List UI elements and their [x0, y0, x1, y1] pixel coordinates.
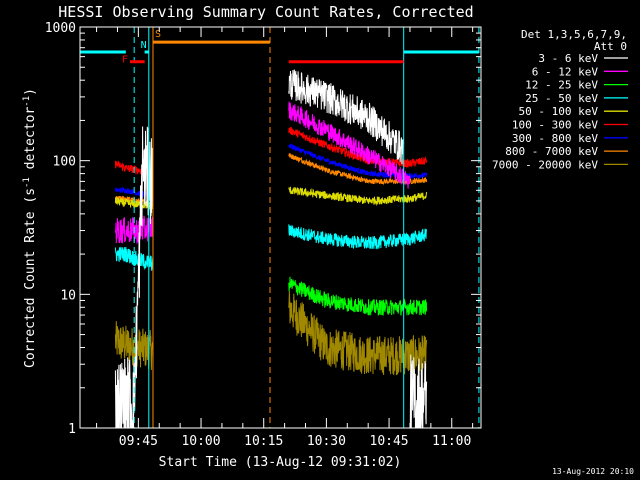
axes: 1 10 100 1000 09:45 10:00 10:15 10:30 10:45 11:00 — [45, 21, 481, 449]
x-axis-label: Start Time (13-Aug-12 09:31:02) — [159, 455, 402, 470]
y-axis-label-part1: Corrected Count Rate (s — [23, 188, 38, 368]
attenuator-label-f: F — [122, 55, 128, 66]
y-tick-label-0: 1 — [68, 422, 76, 437]
series-line-25-50kev-seg0 — [114, 246, 154, 271]
y-axis-label: Corrected Count Rate (s-1 detector-1) — [22, 88, 38, 368]
x-tick-label-5: 11:00 — [432, 434, 471, 449]
legend-entry-label-8: 7000 - 20000 keV — [492, 158, 598, 171]
legend-entry-label-3: 25 - 50 keV — [525, 92, 598, 105]
series-line-3-6kev-seg2 — [409, 354, 428, 428]
series-line-7000-20000kev-seg1 — [288, 291, 428, 376]
legend-entry-label-7: 800 - 7000 keV — [505, 145, 598, 158]
legend-entry-label-0: 3 - 6 keV — [538, 52, 598, 65]
legend-entry-label-5: 100 - 300 keV — [512, 119, 598, 132]
y-axis-label-part2: detector — [23, 107, 38, 178]
x-tick-label-0: 09:45 — [119, 434, 158, 449]
y-axis-label-sup2: -1 — [22, 96, 32, 107]
plot-frame — [79, 26, 482, 429]
legend-header-attenuator: Att 0 — [594, 40, 627, 53]
y-axis-label-part3: ) — [23, 88, 38, 96]
x-tick-label-3: 10:30 — [307, 434, 346, 449]
series-line-25-50kev-seg1 — [288, 224, 428, 250]
legend-entry-label-6: 300 - 800 keV — [512, 132, 598, 145]
legend-entry-label-4: 50 - 100 keV — [519, 105, 599, 118]
series-line-6-12kev-seg1 — [288, 101, 411, 189]
footer-timestamp: 13-Aug-2012 20:10 — [552, 467, 634, 476]
legend-entry-label-1: 6 - 12 keV — [532, 65, 599, 78]
y-tick-label-2: 100 — [53, 155, 76, 170]
legend-header-detectors: Det 1,3,5,6,7,9, — [521, 28, 627, 41]
x-tick-label-1: 10:00 — [181, 434, 220, 449]
attenuator-label-s: S — [155, 29, 161, 40]
x-tick-label-2: 10:15 — [244, 434, 283, 449]
y-axis-label-sup1: -1 — [22, 177, 32, 188]
chart-title: HESSI Observing Summary Count Rates, Cor… — [58, 3, 473, 21]
series-line-50-100kev-seg1 — [288, 186, 428, 207]
legend-entry-label-2: 12 - 25 keV — [525, 79, 598, 92]
y-tick-label-3: 1000 — [45, 21, 76, 36]
y-tick-label-1: 10 — [60, 288, 76, 303]
x-tick-label-4: 10:45 — [370, 434, 409, 449]
series-line-12-25kev-seg0 — [288, 276, 428, 316]
attenuator-label-n: N — [141, 40, 147, 51]
series-line-7000-20000kev-seg0 — [114, 321, 154, 371]
series-line-3-6kev-seg1 — [288, 69, 404, 165]
plot-area: F NS — [80, 27, 480, 428]
